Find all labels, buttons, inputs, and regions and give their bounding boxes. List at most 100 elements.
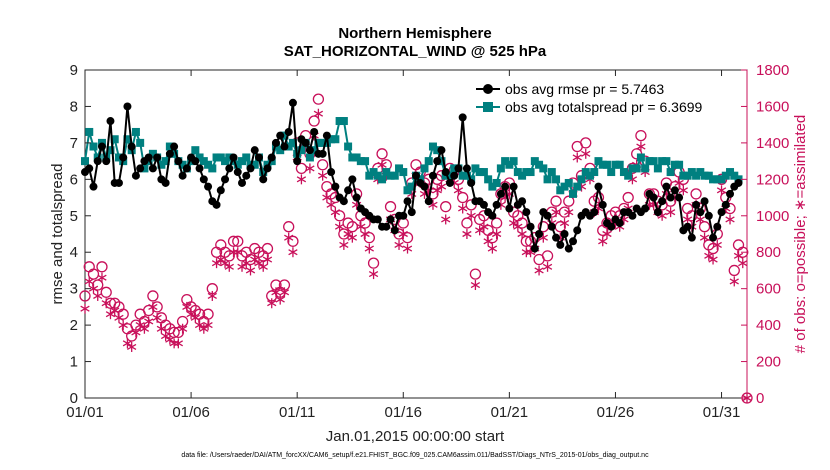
obs-assimilated-point [377,159,387,170]
spread-point [505,160,514,169]
rmse-point [492,200,501,209]
rmse-point [212,200,221,209]
obs-assimilated-point [237,261,247,272]
obs-assimilated-point [84,276,94,287]
legend-rmse-marker [483,84,493,94]
rmse-point [670,186,679,195]
asterisk-stroke [156,325,167,332]
asterisk-stroke [602,230,612,238]
rmse-point [441,168,450,177]
obs-possible-point [384,201,397,213]
asterisk-stroke [203,322,213,329]
spread-point [577,175,586,184]
rmse-point [327,168,336,177]
obs-assimilated-point [110,305,120,316]
rmse-point [161,178,170,187]
spread-point [598,160,607,169]
rmse-point [641,204,650,213]
rmse-point [653,208,662,217]
rmse-point [191,157,200,166]
obs-assimilated-point [441,214,451,225]
spread-point [564,178,573,187]
obs-possible-point [550,195,562,207]
spread-point [140,164,149,173]
rmse-point [696,208,705,217]
rmse-point [373,215,382,224]
obs-possible-point [686,210,698,222]
obs-assimilated-point [313,108,324,119]
rmse-point [238,178,247,187]
asterisk-stroke [402,245,413,252]
spread-point [437,157,446,166]
obs-assimilated-point [458,203,468,214]
spread-point [628,164,637,173]
spread-point [310,146,319,155]
rmse-point [386,215,395,224]
y-tick-left-label: 2 [70,317,78,334]
obs-assimilated-point [284,232,294,243]
asterisk-stroke [704,252,714,259]
asterisk-stroke [517,230,527,238]
rmse-point [276,131,285,140]
rmse-point [339,197,348,206]
spread-point [649,157,658,166]
rmse-point [462,164,471,173]
asterisk-stroke [220,260,230,267]
obs-assimilated-point [101,298,111,309]
spread-point [161,157,170,166]
rmse-point [225,164,234,173]
asterisk-stroke [483,238,493,245]
obs-assimilated-point [305,163,315,174]
spread-point [344,142,353,151]
spread-point [653,164,662,173]
asterisk-stroke [110,307,120,314]
obs-assimilated-point [250,254,260,265]
rmse-point [594,182,603,191]
rmse-point [454,164,463,173]
y-tick-left-label: 8 [70,98,78,115]
obs-assimilated-point [729,276,739,287]
obs-assimilated-point [97,272,107,283]
obs-possible-point [333,210,346,222]
y-tick-right-label: 1400 [756,135,789,152]
obs-assimilated-point [114,312,124,323]
spread-point [361,157,370,166]
obs-possible-point [401,231,414,244]
asterisk-stroke [207,292,217,300]
spread-point [314,138,323,147]
x-tick-label: 01/06 [172,404,210,421]
asterisk-stroke [322,194,332,201]
rmse-point [382,222,391,231]
asterisk-stroke [275,296,285,303]
rmse-point [721,200,730,209]
rmse-point [182,164,191,173]
obs-possible-point [316,159,329,171]
spread-point [195,153,204,162]
spread-point [670,160,679,169]
spread-point [683,171,692,180]
spread-point [85,127,94,136]
asterisk-stroke [80,305,90,312]
asterisk-stroke [228,249,239,256]
asterisk-stroke [347,234,358,241]
spread-point [530,157,539,166]
asterisk-stroke [513,223,523,230]
asterisk-stroke [173,340,184,347]
spread-point [458,171,467,180]
obs-possible-point [79,290,91,302]
rmse-point [344,186,353,195]
obs-possible-point [312,93,325,105]
rmse-point [535,230,544,238]
obs-possible-point [261,242,274,255]
asterisk-stroke [122,340,133,347]
obs-assimilated-point [598,236,608,247]
asterisk-stroke [135,322,145,329]
obs-possible-point [516,217,528,229]
asterisk-stroke [271,289,281,296]
obs-assimilated-point [517,229,527,239]
rmse-point [717,208,726,217]
obs-possible-point [367,257,380,269]
rmse-point [569,237,578,246]
x-tick-label: 01/31 [703,404,741,421]
rmse-point [649,193,658,202]
